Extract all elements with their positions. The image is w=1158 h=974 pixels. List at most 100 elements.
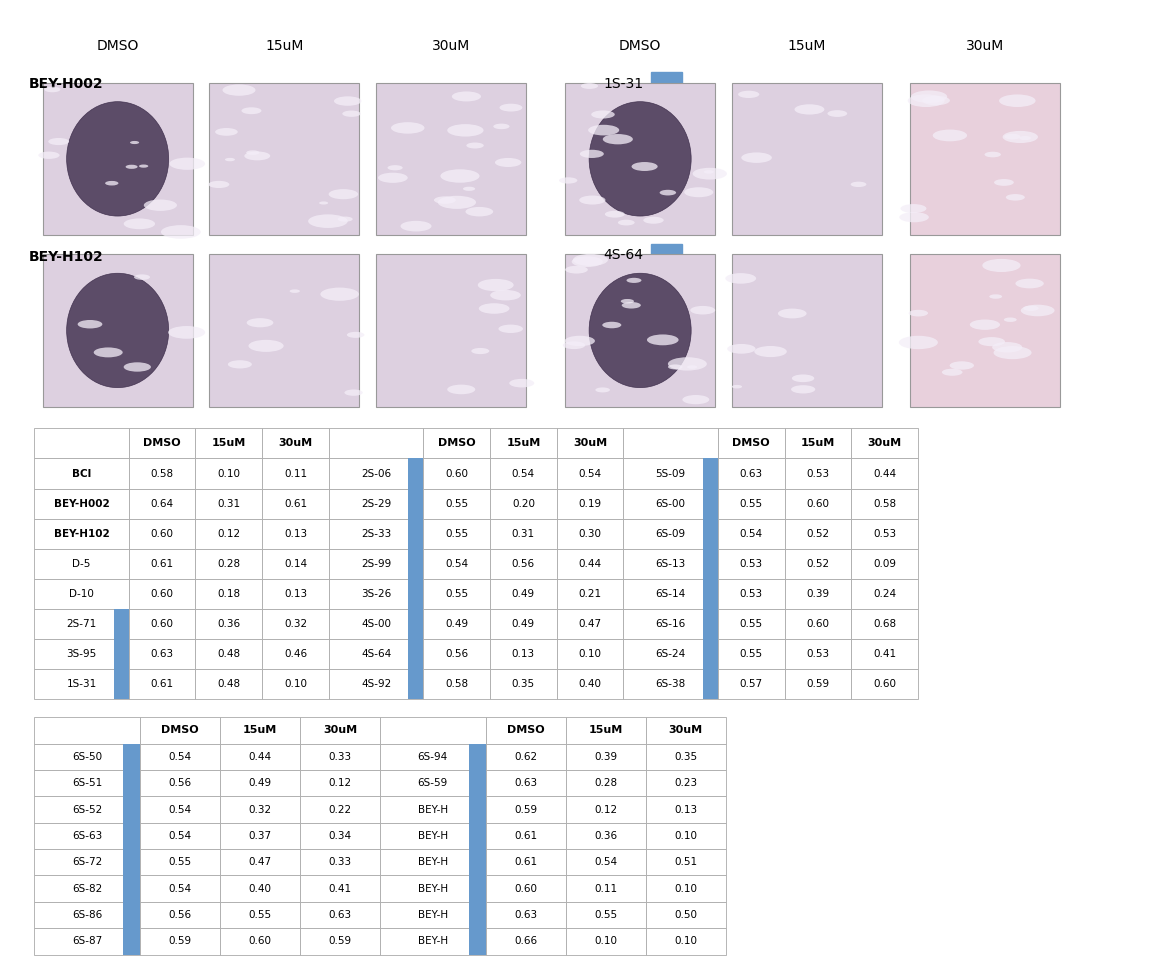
- Bar: [140, 797, 220, 823]
- Bar: [557, 489, 623, 519]
- Text: 0.20: 0.20: [512, 499, 535, 508]
- Text: 0.54: 0.54: [445, 559, 468, 569]
- Bar: [623, 519, 718, 548]
- Text: 6S-13: 6S-13: [655, 559, 686, 569]
- Text: BCl: BCl: [72, 468, 91, 478]
- Text: DMSO: DMSO: [620, 39, 661, 53]
- Bar: [123, 823, 140, 849]
- Bar: [424, 429, 490, 459]
- Bar: [380, 717, 485, 743]
- Bar: [469, 876, 485, 902]
- Circle shape: [134, 275, 151, 280]
- Text: 30uM: 30uM: [323, 726, 357, 735]
- Bar: [329, 519, 424, 548]
- Bar: [35, 902, 140, 928]
- Bar: [646, 823, 726, 849]
- Bar: [490, 548, 557, 579]
- Bar: [646, 876, 726, 902]
- Bar: [262, 459, 329, 489]
- Circle shape: [660, 190, 676, 196]
- Circle shape: [510, 379, 534, 388]
- Bar: [785, 459, 851, 489]
- Bar: [380, 902, 485, 928]
- Text: 6S-16: 6S-16: [655, 619, 686, 629]
- Circle shape: [621, 299, 633, 304]
- Bar: [851, 609, 918, 639]
- Text: 0.54: 0.54: [512, 468, 535, 478]
- Circle shape: [244, 152, 270, 161]
- Circle shape: [447, 385, 475, 394]
- Bar: [646, 902, 726, 928]
- Bar: [565, 83, 716, 235]
- Bar: [557, 639, 623, 669]
- Circle shape: [603, 134, 633, 144]
- Bar: [196, 548, 262, 579]
- Ellipse shape: [67, 101, 169, 216]
- Bar: [785, 579, 851, 609]
- Bar: [485, 770, 565, 797]
- Bar: [123, 849, 140, 876]
- Circle shape: [595, 388, 610, 393]
- Circle shape: [908, 94, 945, 107]
- Text: BEY-H: BEY-H: [418, 910, 448, 920]
- Bar: [557, 519, 623, 548]
- Circle shape: [618, 220, 635, 225]
- Circle shape: [738, 91, 760, 98]
- Bar: [557, 459, 623, 489]
- Text: 0.61: 0.61: [151, 680, 174, 690]
- Text: 2S-06: 2S-06: [361, 468, 391, 478]
- Text: 6S-87: 6S-87: [72, 936, 102, 947]
- Text: 2S-71: 2S-71: [66, 619, 96, 629]
- Bar: [220, 823, 300, 849]
- Bar: [565, 717, 646, 743]
- Circle shape: [38, 152, 59, 159]
- Bar: [623, 548, 718, 579]
- Bar: [718, 669, 785, 699]
- Bar: [718, 579, 785, 609]
- Bar: [300, 849, 380, 876]
- Text: 0.57: 0.57: [740, 680, 763, 690]
- Text: 30uM: 30uM: [668, 726, 703, 735]
- Text: BEY-H: BEY-H: [418, 805, 448, 814]
- Bar: [140, 928, 220, 955]
- Circle shape: [434, 197, 456, 204]
- Text: 6S-38: 6S-38: [655, 680, 686, 690]
- Bar: [485, 743, 565, 770]
- Bar: [300, 743, 380, 770]
- Bar: [557, 669, 623, 699]
- Bar: [35, 459, 129, 489]
- Circle shape: [900, 212, 929, 222]
- Text: 30uM: 30uM: [573, 438, 607, 448]
- Text: 0.48: 0.48: [218, 650, 241, 659]
- Bar: [851, 429, 918, 459]
- Bar: [557, 548, 623, 579]
- Bar: [409, 609, 424, 639]
- Circle shape: [581, 83, 598, 89]
- Circle shape: [44, 87, 60, 93]
- Text: 6S-59: 6S-59: [418, 778, 448, 788]
- Circle shape: [320, 202, 328, 205]
- Bar: [646, 849, 726, 876]
- Circle shape: [329, 189, 358, 200]
- Circle shape: [440, 169, 479, 183]
- Circle shape: [901, 205, 926, 213]
- Text: 0.55: 0.55: [168, 857, 191, 867]
- Bar: [490, 669, 557, 699]
- Bar: [123, 770, 140, 797]
- Text: 0.44: 0.44: [873, 468, 896, 478]
- Bar: [490, 519, 557, 548]
- Bar: [409, 548, 424, 579]
- Bar: [220, 902, 300, 928]
- Circle shape: [741, 152, 772, 163]
- Circle shape: [161, 225, 200, 239]
- Circle shape: [999, 94, 1035, 107]
- Circle shape: [941, 369, 962, 376]
- Bar: [123, 928, 140, 955]
- Bar: [129, 459, 196, 489]
- Text: 0.54: 0.54: [168, 831, 191, 841]
- Text: 0.31: 0.31: [218, 499, 241, 508]
- Text: 0.36: 0.36: [594, 831, 617, 841]
- Bar: [220, 849, 300, 876]
- Text: 6S-14: 6S-14: [655, 589, 686, 599]
- Bar: [35, 717, 140, 743]
